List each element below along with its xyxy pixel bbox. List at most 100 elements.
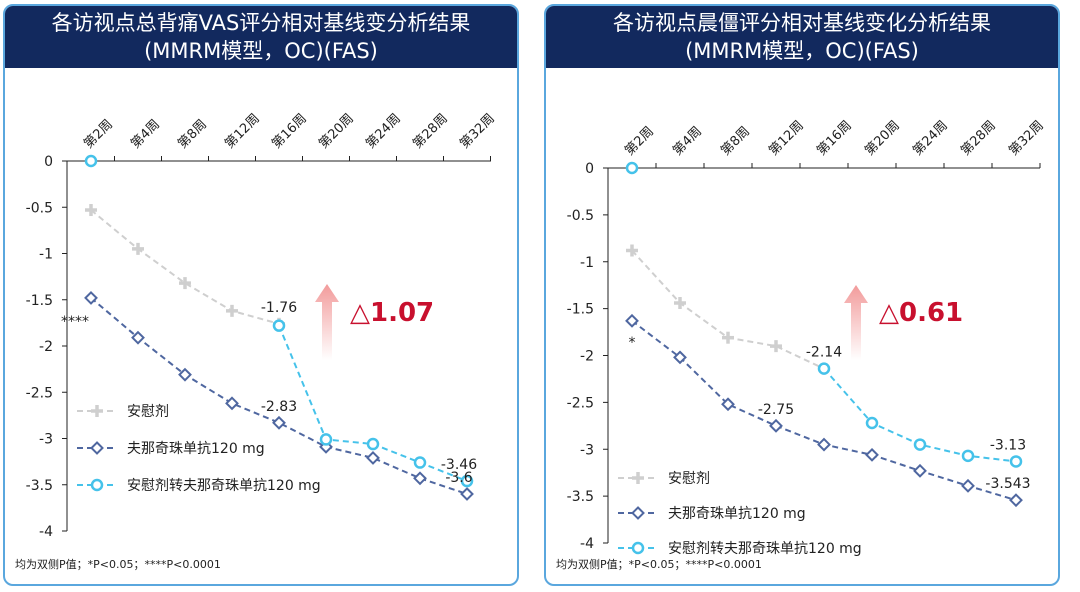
data-point-placebo xyxy=(722,331,734,344)
legend-marker-placebo xyxy=(632,472,644,484)
delta-label: △0.61 xyxy=(879,298,963,328)
data-label: -3.543 xyxy=(985,476,1030,492)
footnote: 均为双侧P值；*P<0.05；****P<0.0001 xyxy=(15,558,221,571)
data-point-treat xyxy=(625,313,639,328)
y-tick-label: -3.5 xyxy=(567,489,594,505)
data-point-treat xyxy=(721,397,735,412)
data-point-treat xyxy=(817,437,831,452)
y-tick-label: -4 xyxy=(39,524,53,540)
data-point-switch xyxy=(625,161,639,175)
data-point-treat xyxy=(673,350,687,365)
data-label: -2.75 xyxy=(758,402,794,418)
data-point-placebo xyxy=(179,277,191,290)
x-tick-label: 第8周 xyxy=(718,124,753,159)
data-point-placebo xyxy=(132,242,144,255)
y-tick-label: -1 xyxy=(39,247,53,263)
x-tick-label: 第32周 xyxy=(1006,118,1047,159)
legend-marker-switch xyxy=(631,541,645,555)
x-tick-label: 第28周 xyxy=(958,118,999,159)
footnote: 均为双侧P值；*P<0.05；****P<0.0001 xyxy=(556,558,762,571)
data-point-placebo xyxy=(85,204,97,217)
series-line-placebo xyxy=(90,209,280,325)
legend-label: 夫那奇珠单抗120 mg xyxy=(127,440,265,457)
y-tick-label: -2.5 xyxy=(567,395,594,411)
data-point-treat xyxy=(366,451,380,465)
data-point-switch xyxy=(817,362,831,375)
y-tick-label: -2.5 xyxy=(26,385,53,401)
data-label: -2.14 xyxy=(806,345,842,361)
legend-label: 安慰剂 xyxy=(127,403,169,420)
series-line-treat xyxy=(90,297,468,495)
data-point-placebo xyxy=(770,340,782,353)
x-tick-label: 第24周 xyxy=(363,111,404,152)
data-label: -3.46 xyxy=(441,457,477,473)
data-point-switch xyxy=(366,437,380,451)
delta-label: △1.07 xyxy=(350,298,434,328)
data-point-treat xyxy=(460,487,474,501)
data-point-treat xyxy=(131,330,145,345)
chart-subtitle: (MMRM模型，OC)(FAS) xyxy=(685,39,919,63)
x-tick-label: 第16周 xyxy=(269,111,310,152)
y-tick-label: -3 xyxy=(39,432,53,448)
y-tick-label: -1.5 xyxy=(26,293,53,309)
x-tick-label: 第8周 xyxy=(175,117,210,152)
x-tick-label: 第2周 xyxy=(81,117,116,152)
y-tick-label: -0.5 xyxy=(26,200,53,216)
line-chart-morning-stiffness: 0 -0.5 -1 -1.5 -2 -2.5 -3 -3.5 -4 第2周 第4周 第8周 第12周 第1… xyxy=(567,118,1047,556)
line-chart-vas: 0 -0.5 -1 -1.5 -2 -2.5 -3 -3.5 -4 第2周 第4周 第8周 第12周 第1… xyxy=(26,111,498,540)
y-tick-label: 0 xyxy=(44,154,53,170)
x-tick-label: 第4周 xyxy=(128,117,163,152)
data-point-switch xyxy=(84,154,98,168)
data-point-placebo xyxy=(626,244,638,257)
y-tick-label: -2 xyxy=(580,349,594,365)
legend-label: 夫那奇珠单抗120 mg xyxy=(668,505,806,522)
legend-label: 安慰剂转夫那奇珠单抗120 mg xyxy=(668,540,862,556)
data-point-treat xyxy=(961,478,975,493)
legend-marker-treat xyxy=(90,441,104,455)
chart-panel-vas: 各访视点总背痛VAS评分相对基线变分析结果 (MMRM模型，OC)(FAS) 0… xyxy=(3,4,519,586)
legend-marker-treat xyxy=(631,506,645,520)
significance-marker: * xyxy=(629,335,636,351)
panel-header: 各访视点总背痛VAS评分相对基线变分析结果 (MMRM模型，OC)(FAS) xyxy=(5,6,517,68)
data-point-treat xyxy=(84,290,98,305)
x-tick-label: 第12周 xyxy=(222,111,263,152)
data-point-switch xyxy=(272,319,286,332)
data-label: -3.13 xyxy=(990,437,1026,453)
data-point-switch xyxy=(1009,455,1023,468)
y-tick-label: -1.5 xyxy=(567,302,594,318)
chart-subtitle: (MMRM模型，OC)(FAS) xyxy=(144,39,378,63)
data-point-switch xyxy=(319,433,333,446)
chart-title: 各访视点晨僵评分相对基线变化分析结果 xyxy=(613,11,991,35)
y-tick-label: -0.5 xyxy=(567,208,594,224)
y-tick-label: -1 xyxy=(580,255,594,271)
data-point-switch xyxy=(460,474,474,488)
legend-label: 安慰剂转夫那奇珠单抗120 mg xyxy=(127,477,321,494)
data-label: -1.76 xyxy=(261,300,297,316)
data-label: -3.6 xyxy=(445,470,472,486)
data-point-treat xyxy=(225,396,239,411)
data-point-switch xyxy=(413,456,427,469)
data-point-placebo xyxy=(674,297,686,309)
up-arrow-icon xyxy=(844,285,868,360)
up-arrow-icon xyxy=(315,284,339,360)
x-tick-label: 第32周 xyxy=(457,111,498,152)
legend-marker-switch xyxy=(90,478,104,492)
data-point-treat xyxy=(1009,493,1023,508)
significance-marker: **** xyxy=(61,314,89,330)
data-point-treat xyxy=(272,415,286,430)
data-point-treat xyxy=(413,471,427,486)
x-tick-label: 第20周 xyxy=(862,118,903,159)
legend-label: 安慰剂 xyxy=(668,470,710,487)
x-tick-label: 第4周 xyxy=(670,124,705,159)
data-point-treat xyxy=(769,418,783,433)
data-point-treat xyxy=(913,463,927,478)
data-label: -2.83 xyxy=(261,399,297,415)
x-tick-label: 第28周 xyxy=(410,111,451,152)
data-point-switch xyxy=(865,416,879,430)
data-point-treat xyxy=(865,447,879,462)
y-tick-label: -4 xyxy=(580,536,594,552)
chart-panel-morning-stiffness: 各访视点晨僵评分相对基线变化分析结果 (MMRM模型，OC)(FAS) 0 -0.… xyxy=(544,4,1060,586)
x-tick-label: 第24周 xyxy=(910,118,951,159)
x-tick-label: 第12周 xyxy=(766,118,807,159)
y-tick-label: -3 xyxy=(580,442,594,458)
